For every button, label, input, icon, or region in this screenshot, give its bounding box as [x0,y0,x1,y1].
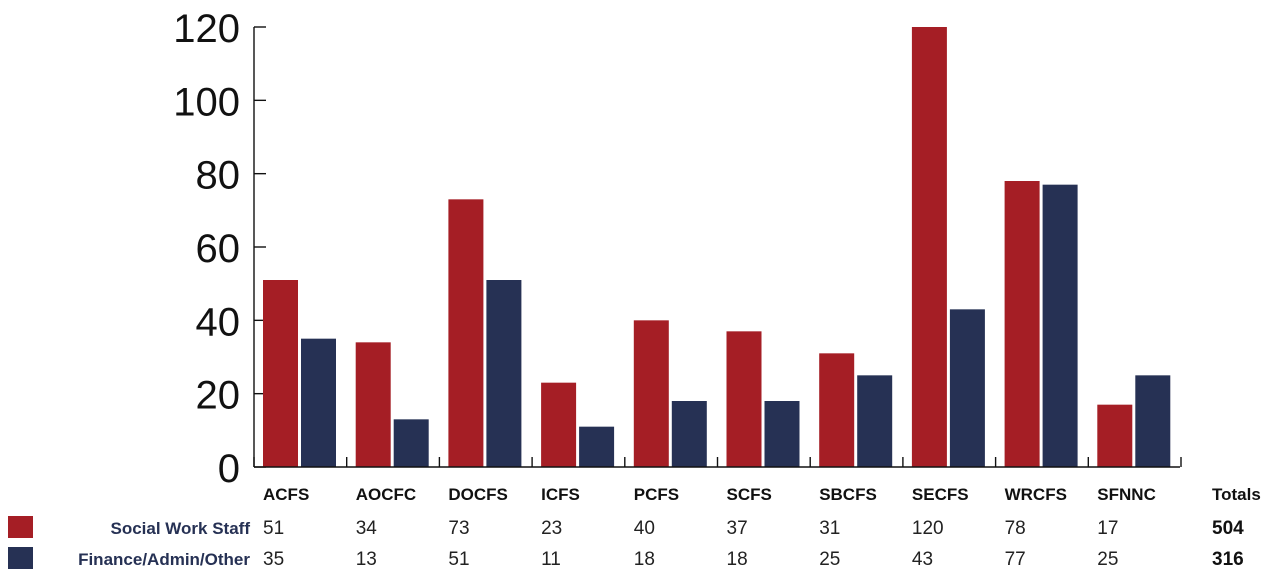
data-table: ACFS AOCFC DOCFS ICFS PCFS SCFS SBCFS SECFS WRCF… [8,485,1261,570]
table-cell: 77 [1005,549,1026,570]
bars [263,27,1171,468]
category-label: DOCFS [448,485,508,504]
category-label: SFNNC [1097,485,1156,504]
bar-finance-admin-icfs [579,426,615,467]
category-label: WRCFS [1005,485,1067,504]
y-tick-label: 100 [173,80,240,124]
bar-finance-admin-wrcfs [1042,184,1078,467]
bar-social-work-sbcfs [819,353,855,467]
category-label: AOCFC [356,485,416,504]
table-cell: 18 [727,549,748,570]
table-cell: 23 [541,518,562,539]
row-total: 504 [1212,518,1244,539]
bar-finance-admin-pcfs [671,401,707,467]
category-label: SECFS [912,485,969,504]
bar-social-work-pcfs [633,320,669,467]
table-cell: 78 [1005,518,1026,539]
y-tick-label: 120 [173,7,240,51]
table-cell: 73 [448,518,469,539]
bar-finance-admin-aocfc [393,419,429,467]
x-axis [253,457,1182,468]
table-cell: 31 [819,518,840,539]
table-cell: 43 [912,549,933,570]
table-cell: 25 [819,549,840,570]
table-cell: 34 [356,518,378,539]
bar-finance-admin-scfs [764,401,800,467]
legend-label: Social Work Staff [111,519,251,538]
bar-finance-admin-sbcfs [857,375,893,467]
bar-social-work-aocfc [355,342,391,467]
category-label: PCFS [634,485,679,504]
category-label: ICFS [541,485,580,504]
y-axis: 0 20 40 60 80 100 120 [173,7,266,491]
table-cell: 37 [727,518,748,539]
table-cell: 51 [263,518,284,539]
bar-social-work-docfs [448,199,484,468]
bar-social-work-secfs [911,27,947,467]
bar-finance-admin-secfs [949,309,985,467]
y-tick-label: 40 [196,300,241,344]
table-cell: 17 [1097,518,1118,539]
bar-finance-admin-acfs [301,338,336,467]
legend-swatch [8,547,33,569]
row-total: 316 [1212,549,1244,570]
bar-social-work-acfs [263,280,298,467]
table-cell: 11 [541,549,561,570]
bar-social-work-sfnnc [1097,404,1133,467]
table-cell: 25 [1097,549,1118,570]
legend-swatch [8,516,33,538]
bar-social-work-wrcfs [1004,181,1040,467]
table-cell: 35 [263,549,284,570]
bar-social-work-icfs [541,382,577,467]
bar-finance-admin-sfnnc [1135,375,1171,467]
category-label: SBCFS [819,485,877,504]
y-tick-label: 80 [196,154,241,198]
table-cell: 120 [912,518,944,539]
totals-header: Totals [1212,485,1261,504]
table-cell: 40 [634,518,655,539]
bar-social-work-scfs [726,331,762,467]
bar-finance-admin-docfs [486,280,522,467]
table-cell: 13 [356,549,377,570]
category-label: SCFS [727,485,772,504]
table-cell: 18 [634,549,655,570]
y-tick-label: 0 [218,447,240,491]
y-tick-label: 20 [196,374,241,418]
table-cell: 51 [448,549,469,570]
y-tick-label: 60 [196,227,241,271]
legend-label: Finance/Admin/Other [78,550,250,569]
category-label: ACFS [263,485,309,504]
